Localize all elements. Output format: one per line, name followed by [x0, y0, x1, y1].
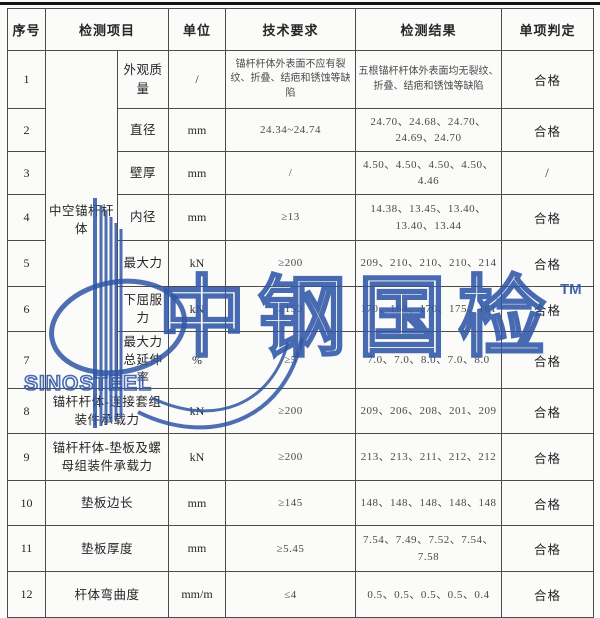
requirement-cell: / [225, 151, 357, 195]
table-row: 3 壁厚 mm / 4.50、4.50、4.50、4.50、4.46 / [7, 151, 595, 195]
test-report-table: 序号 检测项目 单位 技术要求 检测结果 单项判定 1 中空锚杆杆体 外观质量 … [7, 8, 595, 618]
table-row: 2 直径 mm 24.34~24.74 24.70、24.68、24.70、24… [7, 108, 595, 152]
row-no: 2 [7, 108, 46, 152]
header-unit: 单位 [168, 8, 227, 51]
result-cell: 170、164、170、175、161 [355, 286, 503, 332]
row-no: 11 [7, 525, 46, 573]
requirement-cell: ≥5 [225, 330, 357, 390]
result-cell: 213、213、211、212、212 [355, 433, 503, 482]
row-no: 1 [7, 50, 46, 109]
header-item: 检测项目 [44, 8, 170, 51]
item-name: 锚杆杆体-垫板及螺母组装件承载力 [44, 433, 170, 482]
unit-cell: % [168, 330, 227, 390]
table-row: 12 杆体弯曲度 mm/m ≤4 0.5、0.5、0.5、0.5、0.4 合格 [7, 571, 595, 618]
top-rule [0, 2, 600, 5]
item-name: 垫板厚度 [44, 525, 170, 573]
unit-cell: kN [168, 286, 227, 332]
item-name: 垫板边长 [44, 480, 170, 527]
result-cell: 24.70、24.68、24.70、24.69、24.70 [355, 108, 503, 152]
table-row: 10 垫板边长 mm ≥145 148、148、148、148、148 合格 [7, 480, 595, 527]
test-report-table-container: 序号 检测项目 单位 技术要求 检测结果 单项判定 1 中空锚杆杆体 外观质量 … [7, 8, 595, 618]
row-no: 6 [7, 286, 46, 332]
header-verdict: 单项判定 [501, 8, 595, 51]
verdict-cell: 合格 [501, 525, 595, 573]
unit-cell: mm/m [168, 571, 227, 618]
unit-cell: mm [168, 525, 227, 573]
unit-cell: mm [168, 194, 227, 241]
item-name: 直径 [116, 108, 170, 152]
unit-cell: kN [168, 433, 227, 482]
row-no: 12 [7, 571, 46, 618]
verdict-cell: 合格 [501, 240, 595, 287]
unit-cell: mm [168, 108, 227, 152]
requirement-cell: 24.34~24.74 [225, 108, 357, 152]
requirement-cell: ≥13 [225, 194, 357, 241]
row-no: 4 [7, 194, 46, 241]
result-cell: 7.0、7.0、8.0、7.0、8.0 [355, 330, 503, 390]
table-row: 11 垫板厚度 mm ≥5.45 7.54、7.49、7.52、7.54、7.5… [7, 525, 595, 573]
requirement-cell: ≥200 [225, 240, 357, 287]
requirement-cell: ≥200 [225, 433, 357, 482]
table-row: 1 中空锚杆杆体 外观质量 / 锚杆杆体外表面不应有裂纹、折叠、结疤和锈蚀等缺陷… [7, 49, 595, 390]
row-no: 10 [7, 480, 46, 527]
verdict-cell: 合格 [501, 108, 595, 152]
item-name: 内径 [116, 194, 170, 241]
verdict-cell: 合格 [501, 388, 595, 435]
unit-cell: / [168, 50, 227, 109]
result-cell: 209、206、208、201、209 [355, 388, 503, 435]
unit-cell: kN [168, 388, 227, 435]
row-no: 7 [7, 330, 46, 390]
result-cell: 4.50、4.50、4.50、4.50、4.46 [355, 151, 503, 195]
result-cell: 14.38、13.45、13.40、13.40、13.44 [355, 194, 503, 241]
verdict-cell: 合格 [501, 194, 595, 241]
item-name: 下屈服力 [116, 286, 170, 332]
requirement-cell: ≥145 [225, 480, 357, 527]
table-row: 4 内径 mm ≥13 14.38、13.45、13.40、13.40、13.4… [7, 194, 595, 241]
verdict-cell: 合格 [501, 571, 595, 618]
item-group-cell: 中空锚杆杆体 [45, 49, 118, 390]
requirement-cell: ≥200 [225, 388, 357, 435]
unit-cell: kN [168, 240, 227, 287]
item-name: 最大力 [116, 240, 170, 287]
requirement-cell: ≥150 [225, 286, 357, 332]
verdict-cell: 合格 [501, 50, 595, 109]
verdict-cell: 合格 [501, 330, 595, 390]
unit-cell: mm [168, 480, 227, 527]
header-result: 检测结果 [355, 8, 503, 51]
result-cell: 7.54、7.49、7.52、7.54、7.58 [355, 525, 503, 573]
result-cell: 209、210、210、210、214 [355, 240, 503, 287]
result-cell: 148、148、148、148、148 [355, 480, 503, 527]
requirement-cell: ≤4 [225, 571, 357, 618]
verdict-cell: / [501, 151, 595, 195]
row-no: 5 [7, 240, 46, 287]
item-name: 外观质量 [116, 50, 170, 109]
item-name: 最大力总延伸率 [116, 330, 170, 390]
header-no: 序号 [7, 8, 46, 51]
row-no: 3 [7, 151, 46, 195]
requirement-cell: 锚杆杆体外表面不应有裂纹、折叠、结疤和锈蚀等缺陷 [225, 50, 357, 109]
result-cell: 0.5、0.5、0.5、0.5、0.4 [355, 571, 503, 618]
row-no: 9 [7, 433, 46, 482]
header-requirement: 技术要求 [225, 8, 357, 51]
unit-cell: mm [168, 151, 227, 195]
table-row: 9 锚杆杆体-垫板及螺母组装件承载力 kN ≥200 213、213、211、2… [7, 433, 595, 482]
row-no: 8 [7, 388, 46, 435]
verdict-cell: 合格 [501, 480, 595, 527]
item-name: 锚杆杆体-连接套组装件承载力 [44, 388, 170, 435]
item-name: 壁厚 [116, 151, 170, 195]
verdict-cell: 合格 [501, 433, 595, 482]
requirement-cell: ≥5.45 [225, 525, 357, 573]
table-row: 8 锚杆杆体-连接套组装件承载力 kN ≥200 209、206、208、201… [7, 388, 595, 435]
result-cell: 五根锚杆杆体外表面均无裂纹、折叠、结疤和锈蚀等缺陷 [355, 50, 503, 109]
item-name: 杆体弯曲度 [44, 571, 170, 618]
header-row: 序号 检测项目 单位 技术要求 检测结果 单项判定 [7, 8, 595, 51]
verdict-cell: 合格 [501, 286, 595, 332]
